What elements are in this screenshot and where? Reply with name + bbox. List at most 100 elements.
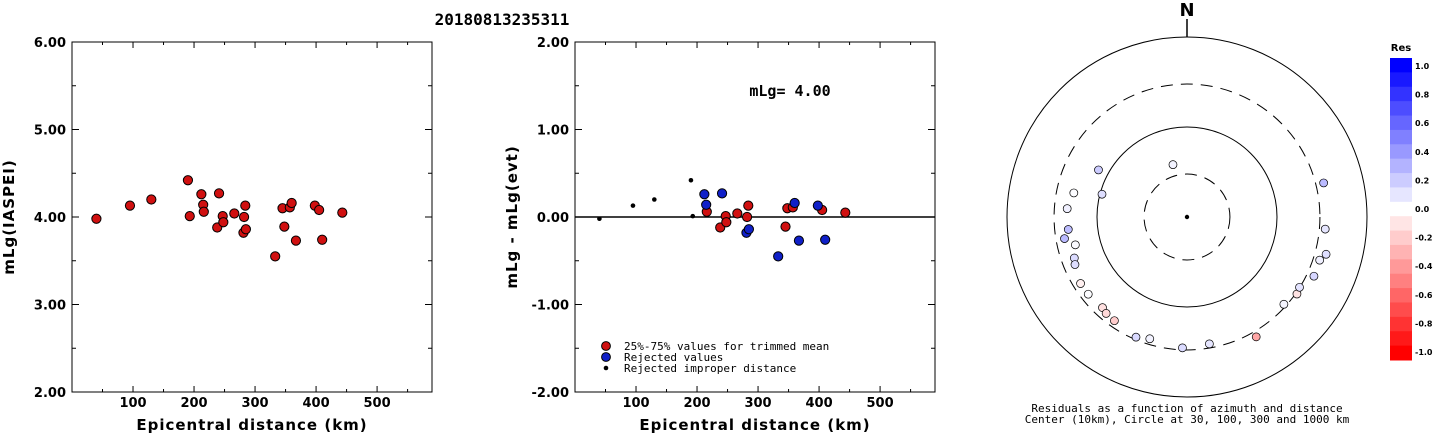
colorbar-step bbox=[1390, 158, 1412, 174]
station-point bbox=[1279, 299, 1289, 309]
data-point bbox=[314, 204, 325, 216]
data-point bbox=[716, 188, 728, 199]
data-point bbox=[240, 200, 251, 211]
figure-title: 20180813235311 bbox=[435, 10, 570, 29]
station-point bbox=[1145, 334, 1155, 344]
data-point bbox=[270, 251, 281, 262]
colorbar-label: 0.6 bbox=[1415, 119, 1430, 128]
data-point bbox=[840, 207, 851, 218]
y-axis-label: mLg(IASPEI) bbox=[0, 159, 18, 274]
station-point bbox=[1178, 343, 1187, 353]
station-point bbox=[1320, 224, 1330, 234]
y-tick-label: 1.00 bbox=[537, 124, 569, 139]
data-point bbox=[337, 207, 348, 218]
station-point bbox=[1101, 309, 1111, 318]
station-point bbox=[1131, 332, 1141, 342]
colorbar-label: -0.6 bbox=[1415, 291, 1433, 300]
colorbar-label: 0.0 bbox=[1415, 205, 1430, 214]
data-point bbox=[652, 197, 657, 202]
colorbar-step bbox=[1390, 187, 1412, 203]
data-point bbox=[146, 194, 157, 205]
colorbar-step bbox=[1390, 129, 1412, 145]
station-point bbox=[1315, 255, 1325, 265]
x-tick-label: 400 bbox=[805, 396, 832, 411]
station-point bbox=[1070, 240, 1080, 250]
x-axis-label: Epicentral distance (km) bbox=[136, 416, 367, 434]
station-point bbox=[1062, 204, 1072, 213]
data-point bbox=[743, 200, 754, 211]
data-point bbox=[198, 206, 209, 217]
magnitude-vs-distance-plot: 100 200 300 400 500 2.00 3.00 4.00 5.00 6.00 Epice… bbox=[0, 36, 433, 434]
data-point bbox=[279, 221, 290, 232]
legend-label: Rejected values bbox=[624, 351, 723, 364]
x-tick-label: 200 bbox=[180, 396, 207, 411]
colorbar-step bbox=[1390, 331, 1412, 347]
data-point bbox=[238, 211, 250, 223]
colorbar-label: 0.2 bbox=[1415, 176, 1429, 185]
y-tick-label: -1.00 bbox=[532, 299, 569, 314]
data-point bbox=[699, 189, 710, 200]
data-point bbox=[184, 211, 195, 222]
data-point bbox=[91, 213, 102, 224]
data-point bbox=[701, 199, 712, 210]
legend-label: 25%-75% values for trimmed mean bbox=[624, 340, 829, 353]
data-point bbox=[630, 203, 636, 208]
station-point bbox=[1321, 249, 1331, 259]
station-point bbox=[1110, 316, 1119, 326]
colorbar-step bbox=[1390, 86, 1412, 102]
data-point bbox=[290, 235, 302, 246]
y-tick-label: -2.00 bbox=[532, 386, 569, 401]
residual-vs-distance-plot: 100 200 300 400 500 -2.00 -1.00 0.00 1.00 2.00 Epi… bbox=[503, 36, 936, 434]
station-point bbox=[1069, 188, 1079, 198]
mlg-annotation: mLg= 4.00 bbox=[749, 82, 830, 100]
plot-frame bbox=[71, 41, 433, 393]
colorbar-step bbox=[1390, 273, 1412, 289]
colorbar-step bbox=[1390, 201, 1412, 217]
colorbar-label: -0.4 bbox=[1415, 262, 1433, 271]
colorbar-label: 1.0 bbox=[1415, 62, 1430, 71]
station-point bbox=[1094, 165, 1103, 175]
data-point bbox=[732, 208, 743, 219]
ring-30km bbox=[1143, 173, 1231, 261]
x-tick-label: 100 bbox=[622, 396, 649, 411]
ring-300km bbox=[1053, 83, 1321, 351]
x-axis-label: Epicentral distance (km) bbox=[639, 416, 870, 434]
data-point bbox=[773, 251, 784, 262]
colorbar-step bbox=[1390, 259, 1412, 275]
data-point bbox=[218, 217, 229, 228]
colorbar-step bbox=[1390, 173, 1412, 188]
colorbar-title: Res bbox=[1391, 43, 1411, 54]
data-point bbox=[124, 200, 136, 211]
colorbar-label: -0.8 bbox=[1415, 319, 1433, 328]
x-tick-label: 200 bbox=[683, 396, 710, 411]
data-point bbox=[793, 235, 805, 246]
station-point bbox=[1295, 282, 1304, 292]
y-tick-label: 2.00 bbox=[537, 36, 569, 51]
colorbar-step bbox=[1390, 216, 1412, 232]
colorbar-step bbox=[1390, 230, 1412, 246]
y-tick-label: 2.00 bbox=[34, 386, 66, 401]
colorbar-step bbox=[1390, 244, 1412, 260]
station-point bbox=[1319, 178, 1328, 188]
epicenter-dot bbox=[1184, 214, 1190, 220]
north-label: N bbox=[1179, 0, 1194, 21]
x-tick-label: 500 bbox=[867, 396, 894, 411]
data-point bbox=[196, 189, 207, 200]
data-point bbox=[812, 200, 823, 211]
y-tick-label: 6.00 bbox=[34, 36, 66, 51]
y-tick-label: 3.00 bbox=[34, 299, 66, 314]
data-point bbox=[789, 197, 800, 209]
data-point bbox=[182, 175, 194, 186]
colorbar-step bbox=[1390, 58, 1412, 73]
data-point bbox=[688, 177, 694, 183]
x-tick-label: 400 bbox=[302, 396, 329, 411]
station-point bbox=[1076, 279, 1085, 288]
colorbar-step bbox=[1390, 144, 1412, 160]
legend-marker bbox=[601, 352, 611, 362]
colorbar-step bbox=[1390, 302, 1412, 318]
colorbar-step bbox=[1390, 72, 1412, 88]
data-point bbox=[721, 217, 732, 228]
ring-100km bbox=[1096, 126, 1278, 308]
colorbar-step bbox=[1390, 115, 1412, 131]
station-point bbox=[1251, 332, 1261, 342]
